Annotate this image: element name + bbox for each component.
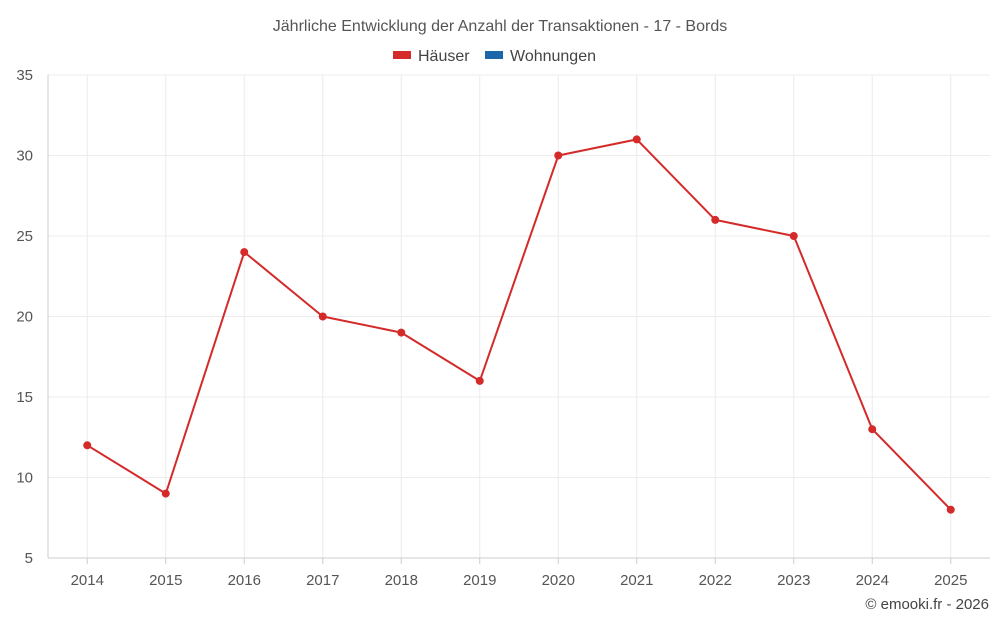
data-point[interactable] <box>161 489 170 498</box>
series-0 <box>83 135 955 514</box>
x-tick-label: 2025 <box>934 572 967 589</box>
data-point[interactable] <box>711 215 720 224</box>
legend-label-haeuser: Häuser <box>418 48 470 65</box>
legend-swatch-haeuser <box>393 51 411 59</box>
data-point[interactable] <box>475 376 484 385</box>
chart-title: Jährliche Entwicklung der Anzahl der Tra… <box>273 18 727 35</box>
x-tick-label: 2021 <box>620 572 653 589</box>
data-point[interactable] <box>789 232 798 240</box>
series <box>83 135 955 514</box>
credit-text: © emooki.fr - 2026 <box>865 596 989 613</box>
legend-item-wohnungen[interactable]: Wohnungen <box>485 48 596 65</box>
legend: Häuser Wohnungen <box>393 48 596 65</box>
y-tick-label: 10 <box>16 470 33 487</box>
x-tick-label: 2023 <box>777 572 810 589</box>
x-tick-label: 2020 <box>542 572 575 589</box>
grid <box>48 74 990 558</box>
y-axis-ticks: 5 10 15 20 25 30 35 <box>16 67 33 567</box>
data-point[interactable] <box>946 505 955 514</box>
legend-swatch-wohnungen <box>485 51 503 59</box>
x-tick-label: 2015 <box>149 572 182 589</box>
x-tick-label: 2016 <box>228 572 261 589</box>
series-line <box>86 138 952 511</box>
y-tick-label: 20 <box>16 309 33 326</box>
x-tick-label: 2018 <box>385 572 418 589</box>
x-axis-ticks: 2014 2015 2016 2017 2018 2019 2020 2021 2022 2023… <box>71 572 968 589</box>
data-point[interactable] <box>83 441 92 450</box>
data-point[interactable] <box>632 135 641 144</box>
legend-label-wohnungen: Wohnungen <box>510 48 596 65</box>
data-point[interactable] <box>868 425 877 434</box>
y-tick-label: 15 <box>16 389 33 406</box>
y-tick-label: 35 <box>16 67 33 84</box>
data-point[interactable] <box>554 151 563 160</box>
y-tick-label: 5 <box>25 550 33 567</box>
x-tick-label: 2022 <box>699 572 732 589</box>
data-point[interactable] <box>240 248 249 257</box>
x-tick-label: 2014 <box>71 572 104 589</box>
axes <box>47 75 990 564</box>
legend-item-haeuser[interactable]: Häuser <box>393 48 470 65</box>
x-tick-label: 2019 <box>463 572 496 589</box>
y-tick-label: 25 <box>16 228 33 245</box>
x-tick-label: 2017 <box>306 572 339 589</box>
y-tick-label: 30 <box>16 148 33 165</box>
data-point[interactable] <box>397 328 406 337</box>
x-tick-label: 2024 <box>856 572 889 589</box>
data-point[interactable] <box>318 312 327 321</box>
